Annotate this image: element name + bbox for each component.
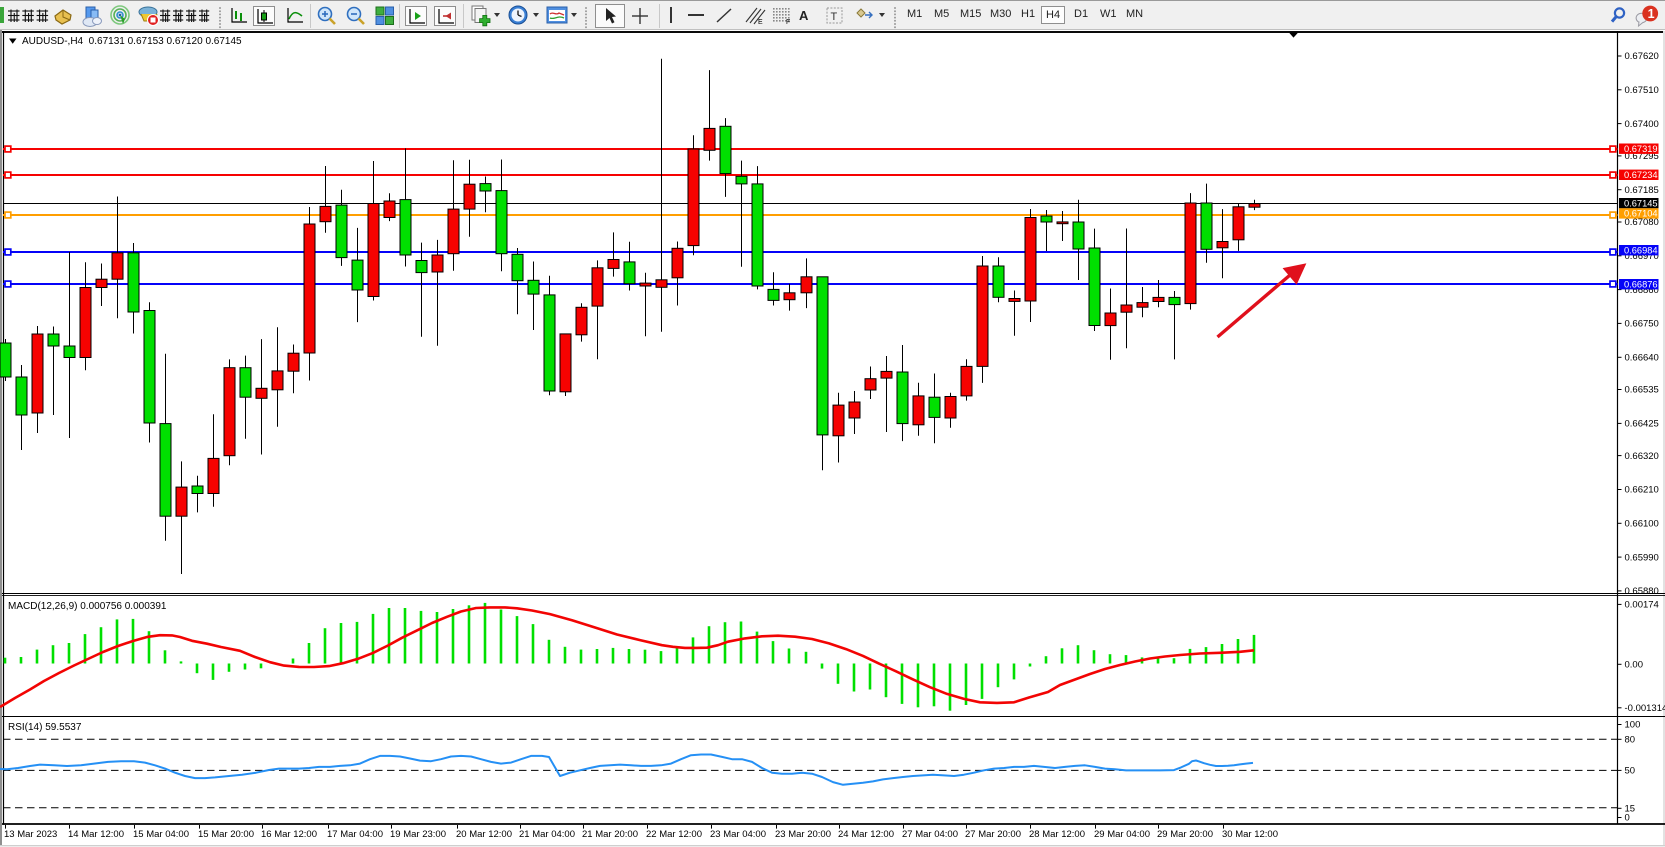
svg-text:13 Mar 2023: 13 Mar 2023 bbox=[4, 829, 57, 840]
svg-text:20 Mar 12:00: 20 Mar 12:00 bbox=[456, 829, 512, 840]
svg-text:0.66100: 0.66100 bbox=[1625, 519, 1659, 530]
svg-text:0.67185: 0.67185 bbox=[1625, 185, 1659, 196]
svg-text:23 Mar 04:00: 23 Mar 04:00 bbox=[710, 829, 766, 840]
svg-text:0.00: 0.00 bbox=[1625, 660, 1644, 671]
svg-text:15: 15 bbox=[1625, 804, 1636, 815]
svg-text:15 Mar 20:00: 15 Mar 20:00 bbox=[198, 829, 254, 840]
svg-text:0.66970: 0.66970 bbox=[1625, 251, 1659, 262]
svg-text:0.67510: 0.67510 bbox=[1625, 85, 1659, 96]
svg-text:0.67400: 0.67400 bbox=[1625, 119, 1659, 130]
svg-text:0: 0 bbox=[1625, 813, 1630, 824]
svg-text:0.67145: 0.67145 bbox=[1624, 198, 1658, 208]
svg-text:MACD(12,26,9) 0.000756 0.00039: MACD(12,26,9) 0.000756 0.000391 bbox=[8, 601, 167, 612]
svg-text:22 Mar 12:00: 22 Mar 12:00 bbox=[646, 829, 702, 840]
svg-text:0.67319: 0.67319 bbox=[1624, 144, 1658, 154]
svg-text:T: T bbox=[831, 11, 838, 23]
svg-text:0.66750: 0.66750 bbox=[1625, 319, 1659, 330]
svg-text:0.66535: 0.66535 bbox=[1625, 385, 1659, 396]
svg-text:0.66860: 0.66860 bbox=[1625, 285, 1659, 296]
svg-text:0.65880: 0.65880 bbox=[1625, 586, 1659, 597]
svg-text:27 Mar 04:00: 27 Mar 04:00 bbox=[902, 829, 958, 840]
svg-text:F: F bbox=[786, 19, 790, 25]
svg-text:0.66425: 0.66425 bbox=[1625, 419, 1659, 430]
svg-text:23 Mar 20:00: 23 Mar 20:00 bbox=[775, 829, 831, 840]
svg-text:100: 100 bbox=[1625, 720, 1641, 731]
svg-text:0.67295: 0.67295 bbox=[1625, 151, 1659, 162]
svg-text:0.66876: 0.66876 bbox=[1624, 279, 1658, 289]
svg-text:0.65990: 0.65990 bbox=[1625, 552, 1659, 563]
svg-text:RSI(14) 59.5537: RSI(14) 59.5537 bbox=[8, 722, 82, 733]
svg-text:17 Mar 04:00: 17 Mar 04:00 bbox=[327, 829, 383, 840]
svg-text:21 Mar 20:00: 21 Mar 20:00 bbox=[582, 829, 638, 840]
svg-text:27 Mar 20:00: 27 Mar 20:00 bbox=[965, 829, 1021, 840]
svg-text:0.67234: 0.67234 bbox=[1624, 170, 1658, 180]
svg-text:30 Mar 12:00: 30 Mar 12:00 bbox=[1222, 829, 1278, 840]
svg-text:28 Mar 12:00: 28 Mar 12:00 bbox=[1029, 829, 1085, 840]
svg-text:0.67620: 0.67620 bbox=[1625, 51, 1659, 62]
svg-text:29 Mar 04:00: 29 Mar 04:00 bbox=[1094, 829, 1150, 840]
svg-text:19 Mar 23:00: 19 Mar 23:00 bbox=[390, 829, 446, 840]
svg-text:24 Mar 12:00: 24 Mar 12:00 bbox=[838, 829, 894, 840]
svg-text:-0.001314: -0.001314 bbox=[1625, 703, 1665, 714]
svg-text:0.00174: 0.00174 bbox=[1625, 600, 1659, 611]
svg-text:29 Mar 20:00: 29 Mar 20:00 bbox=[1157, 829, 1213, 840]
svg-text:0.67104: 0.67104 bbox=[1624, 209, 1658, 219]
svg-text:0.66320: 0.66320 bbox=[1625, 451, 1659, 462]
svg-text:1: 1 bbox=[1648, 7, 1655, 21]
svg-text:80: 80 bbox=[1625, 735, 1636, 746]
svg-text:14 Mar 12:00: 14 Mar 12:00 bbox=[68, 829, 124, 840]
svg-text:16 Mar 12:00: 16 Mar 12:00 bbox=[261, 829, 317, 840]
svg-text:0.66984: 0.66984 bbox=[1624, 245, 1658, 255]
svg-text:AUDUSD-,H4 0.67131 0.67153 0.: AUDUSD-,H4 0.67131 0.67153 0.67120 0.671… bbox=[22, 36, 242, 47]
svg-text:0.67080: 0.67080 bbox=[1625, 217, 1659, 228]
svg-text:0.66210: 0.66210 bbox=[1625, 485, 1659, 496]
svg-text:E: E bbox=[758, 19, 763, 25]
svg-text:0.66640: 0.66640 bbox=[1625, 353, 1659, 364]
svg-text:21 Mar 04:00: 21 Mar 04:00 bbox=[519, 829, 575, 840]
svg-text:50: 50 bbox=[1625, 766, 1636, 777]
svg-text:15 Mar 04:00: 15 Mar 04:00 bbox=[133, 829, 189, 840]
